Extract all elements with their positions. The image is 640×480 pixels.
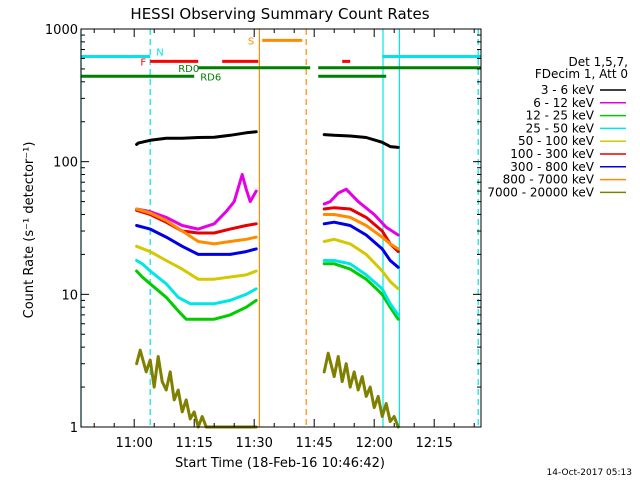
legend-label-2: 12 - 25 keV: [526, 109, 595, 123]
legend-label-5: 100 - 300 keV: [510, 147, 594, 161]
plot-frame: [80, 28, 482, 428]
series-line-3-segment-0: [135, 259, 258, 306]
x-tick-label-5: 12:15: [415, 436, 452, 451]
legend-label-8: 7000 - 20000 keV: [487, 185, 594, 199]
legend-label-1: 6 - 12 keV: [533, 96, 595, 110]
legend-label-3: 25 - 50 keV: [526, 121, 595, 135]
y-tick-label-1: 10: [61, 288, 78, 303]
chart-title: HESSI Observing Summary Count Rates: [130, 5, 429, 23]
series-line-4-segment-0: [135, 244, 258, 281]
flag-label-rd0: RD0: [178, 64, 199, 75]
y-tick-label-2: 100: [53, 156, 78, 171]
series-line-1-segment-1: [322, 187, 400, 237]
y-axis-label: Count Rate (s⁻¹ detector⁻¹): [22, 142, 37, 319]
series-line-3-segment-1: [322, 259, 400, 317]
series-line-7-segment-0: [135, 207, 258, 246]
legend-label-0: 3 - 6 keV: [541, 83, 595, 97]
series-line-2-segment-0: [135, 269, 258, 321]
flag-label-rd6: RD6: [200, 72, 221, 83]
legend-label-6: 300 - 800 keV: [510, 160, 594, 174]
series-line-6-segment-0: [135, 224, 258, 256]
flag-label-s: S: [248, 36, 254, 47]
x-axis-label: Start Time (18-Feb-16 10:46:42): [175, 456, 385, 471]
y-tick-label-3: 1000: [45, 23, 78, 38]
legend-label-4: 50 - 100 keV: [518, 134, 595, 148]
flag-label-f: F: [140, 57, 146, 68]
y-tick-label-0: 1: [70, 421, 78, 436]
series-line-6-segment-1: [322, 220, 400, 269]
series-line-2-segment-1: [322, 262, 400, 321]
x-tick-label-2: 11:30: [235, 436, 272, 451]
series-line-0-segment-0: [135, 130, 258, 146]
flag-label-n: N: [156, 48, 163, 59]
series-line-0-segment-1: [322, 133, 400, 149]
legend-header-detectors: Det 1,5,7,: [569, 55, 629, 69]
x-tick-label-4: 12:00: [355, 436, 392, 451]
x-tick-label-1: 11:15: [175, 436, 212, 451]
plot-timestamp: 14-Oct-2017 05:13: [547, 468, 632, 478]
x-tick-label-0: 11:00: [115, 436, 152, 451]
legend-label-7: 800 - 7000 keV: [503, 173, 595, 187]
series-line-8-segment-1: [322, 351, 400, 429]
x-tick-label-3: 11:45: [295, 436, 332, 451]
series-line-1-segment-0: [135, 173, 258, 231]
legend-header-decimation: FDecim 1, Att 0: [535, 67, 628, 81]
series-line-4-segment-1: [322, 237, 400, 291]
series-line-7-segment-1: [322, 213, 400, 251]
